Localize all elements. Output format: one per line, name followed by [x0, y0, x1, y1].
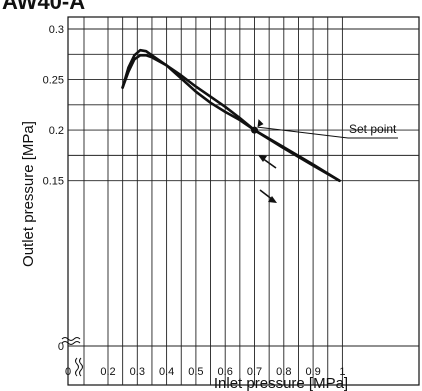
arrow-down-right-head — [268, 196, 277, 203]
annotations: Set point — [251, 119, 398, 203]
chart-title: AW40-A — [2, 0, 85, 14]
y-axis-break-mark — [61, 341, 81, 345]
y-tick-label: 0.25 — [43, 75, 64, 87]
y-tick-label: 0 — [58, 341, 64, 353]
plot-frame — [67, 16, 420, 386]
y-axis-break-mark — [61, 337, 81, 341]
x-tick-label: 0.5 — [188, 366, 203, 378]
series-line-2 — [121, 53, 341, 182]
x-tick-label: 0.6 — [218, 366, 233, 378]
x-axis-break-mark — [75, 357, 79, 377]
x-tick-label: 0.8 — [276, 366, 291, 378]
x-tick-label: 1 — [339, 366, 345, 378]
arrow-up-left-head — [258, 155, 267, 162]
series-lines — [121, 48, 341, 182]
x-tick-label: 0 — [65, 366, 71, 378]
x-tick-label: 0.4 — [159, 366, 174, 378]
set-point-leader — [257, 126, 398, 139]
y-tick-label: 0.2 — [49, 125, 64, 137]
x-axis-break-mark — [79, 357, 83, 377]
x-tick-label: 0.9 — [305, 366, 320, 378]
axis-breaks — [61, 337, 83, 377]
x-tick-label: 0.7 — [247, 366, 262, 378]
y-tick-label: 0.15 — [43, 176, 64, 188]
grid — [68, 17, 419, 385]
x-tick-label: 0.2 — [100, 366, 115, 378]
y-axis-label: Outlet pressure [MPa] — [20, 121, 37, 267]
x-tick-label: 0.3 — [130, 366, 145, 378]
x-axis-label: Inlet pressure [MPa] — [214, 375, 348, 391]
set-point-label: Set point — [349, 122, 397, 136]
set-point-marker — [251, 126, 258, 134]
set-point-leader-arrowhead — [257, 119, 264, 128]
y-tick-label: 0.3 — [49, 24, 64, 36]
tick-labels: 0 0.2 0.3 0.4 0.5 0.6 0.7 0.8 0.9 1 0 0.15 0.2 0.25 0.… — [43, 24, 346, 378]
